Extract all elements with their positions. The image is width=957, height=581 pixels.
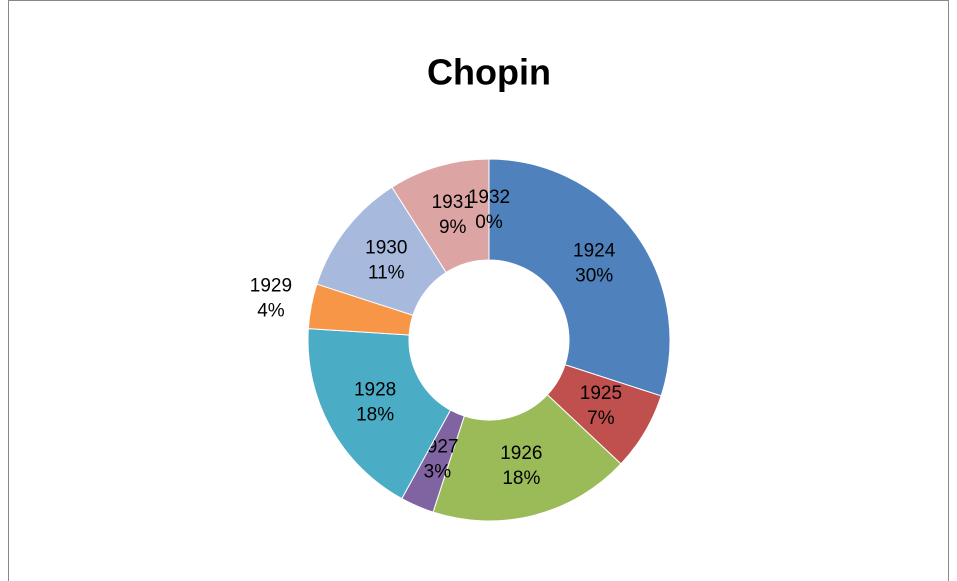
slice-value-label: 0% — [475, 212, 503, 233]
slice-category-label: 1925 — [580, 383, 622, 404]
donut-slice — [432, 394, 622, 522]
slice-category-label: 1930 — [365, 237, 407, 258]
donut-slice — [307, 328, 452, 500]
slice-value-label: 3% — [424, 461, 452, 482]
slice-category-label: 1929 — [250, 275, 292, 296]
slice-category-label: 1932 — [468, 187, 510, 208]
donut-slice — [488, 158, 671, 397]
slice-value-label: 18% — [356, 405, 394, 426]
slice-category-label: 1928 — [354, 380, 396, 401]
slice-value-label: 9% — [439, 217, 467, 238]
slice-category-label: 1931 — [432, 192, 474, 213]
slice-value-label: 4% — [257, 300, 285, 321]
slice-value-label: 30% — [575, 266, 613, 287]
slice-value-label: 11% — [368, 262, 405, 283]
slice-category-label: 1926 — [500, 443, 542, 464]
slice-value-label: 18% — [502, 468, 540, 489]
slice-category-label: 1924 — [573, 241, 616, 262]
slice-value-label: 7% — [587, 408, 615, 429]
chart-title: Chopin — [427, 52, 551, 93]
